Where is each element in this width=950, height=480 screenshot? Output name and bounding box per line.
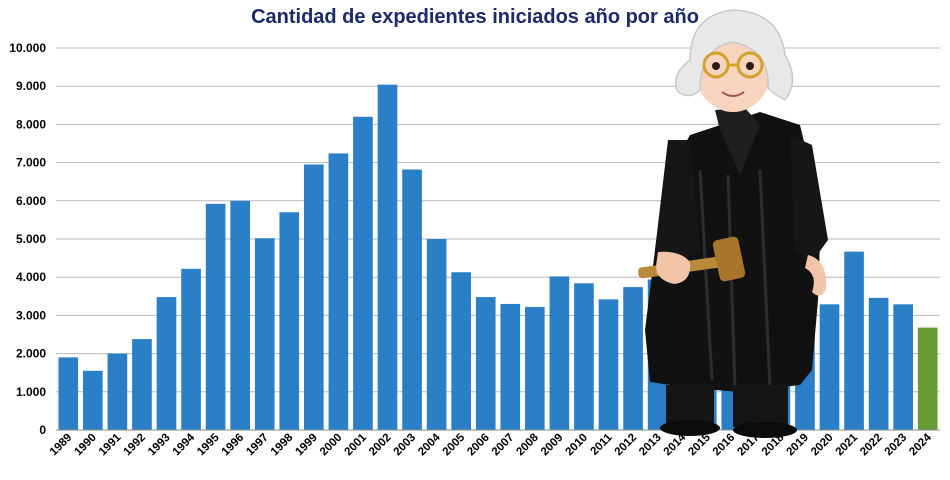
bar-2006 [475, 297, 496, 430]
y-tick-label: 10.000 [9, 41, 46, 55]
y-tick-label: 6.000 [16, 194, 46, 208]
bar-2002 [377, 84, 398, 430]
y-tick-label: 7.000 [16, 156, 46, 170]
bar-1992 [132, 339, 152, 430]
y-tick-label: 5.000 [16, 232, 46, 246]
bar-2005 [451, 272, 471, 430]
bar-2009 [549, 276, 570, 430]
bar-2000 [328, 153, 349, 430]
y-tick-label: 9.000 [16, 79, 46, 93]
judge-arm-right [790, 135, 828, 262]
x-tick-label: 1993 [146, 432, 173, 459]
x-tick-label: 2020 [809, 432, 836, 459]
bar-2010 [574, 283, 594, 430]
x-tick-label: 2023 [883, 432, 910, 459]
x-tick-label: 2019 [784, 432, 811, 459]
x-tick-label: 1989 [48, 432, 75, 459]
bar-2024 [917, 327, 938, 430]
judge-arm-left [655, 140, 700, 268]
y-tick-label: 8.000 [16, 117, 46, 131]
y-tick-label: 1.000 [16, 385, 46, 399]
chart-title: Cantidad de expedientes iniciados año po… [251, 6, 699, 28]
judge-hand-right [805, 255, 827, 296]
x-tick-label: 2003 [392, 432, 419, 459]
judge-shoe-left [660, 420, 720, 436]
bar-1995 [205, 203, 226, 430]
judge-collar [715, 108, 760, 175]
y-tick-label: 3.000 [16, 308, 46, 322]
bar-1993 [156, 297, 177, 430]
x-tick-label: 1999 [293, 432, 320, 459]
x-tick-label: 2007 [490, 432, 517, 459]
judge-mouth [721, 91, 745, 97]
judge-shoe-right [733, 422, 797, 438]
x-tick-label: 2010 [563, 432, 590, 459]
bar-2007 [500, 303, 521, 430]
x-tick-label: 2004 [416, 431, 443, 458]
bar-2004 [426, 239, 447, 430]
x-tick-label: 1995 [195, 431, 222, 458]
x-tick-label: 1996 [220, 432, 247, 459]
x-tick-label: 2008 [514, 431, 541, 458]
bar-2021 [844, 251, 864, 430]
x-tick-label: 2000 [318, 432, 345, 459]
bar-2023 [893, 304, 913, 430]
judge-leg-right [733, 385, 788, 427]
bar-2011 [598, 299, 619, 430]
bar-1991 [107, 353, 128, 430]
bar-1990 [83, 370, 103, 430]
bar-1999 [304, 164, 324, 430]
x-tick-label: 2009 [539, 432, 566, 459]
x-tick-label: 1991 [97, 431, 124, 458]
y-tick-label: 0 [39, 423, 46, 437]
x-tick-label: 1992 [121, 432, 148, 459]
bar-1989 [58, 357, 79, 430]
x-tick-label: 2005 [441, 431, 468, 458]
x-tick-label: 2012 [613, 432, 640, 459]
x-tick-label: 1994 [171, 431, 198, 458]
x-tick-label: 2001 [342, 431, 369, 458]
bar-1996 [230, 200, 250, 430]
x-tick-label: 2024 [907, 431, 934, 458]
glasses-icon [702, 51, 764, 79]
x-tick-label: 1990 [72, 432, 99, 459]
bar-2012 [623, 287, 643, 430]
judge-figure-icon [638, 9, 828, 438]
x-tick-label: 1997 [244, 432, 271, 459]
bar-2022 [868, 297, 889, 430]
judge-hand-left [656, 251, 691, 284]
gridlines [56, 47, 940, 431]
judge-wig [675, 9, 794, 101]
bar-2003 [402, 169, 422, 430]
bar-2008 [525, 306, 545, 430]
y-tick-label: 2.000 [16, 347, 46, 361]
judge-robe-fold [698, 169, 772, 389]
x-tick-label: 2006 [465, 432, 492, 459]
x-tick-label: 2002 [367, 432, 394, 459]
x-tick-label: 2021 [834, 431, 861, 458]
bar-1998 [279, 212, 300, 430]
x-tick-label: 2022 [858, 432, 885, 459]
bar-2020 [819, 304, 840, 430]
x-tick-label: 2016 [711, 432, 738, 459]
bar-1997 [254, 238, 275, 430]
bar-1994 [181, 268, 201, 430]
x-tick-label: 1998 [269, 431, 296, 458]
bar-2001 [353, 116, 373, 430]
y-tick-label: 4.000 [16, 270, 46, 284]
x-tick-label: 2011 [588, 431, 615, 458]
judge-leg-left [666, 385, 714, 425]
x-tick-label: 2013 [637, 432, 664, 459]
